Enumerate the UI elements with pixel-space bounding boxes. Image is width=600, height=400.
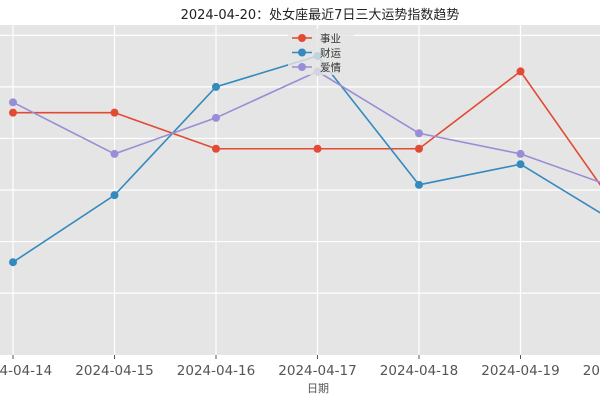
- data-point: [9, 98, 17, 107]
- x-tick-label: 2024-04-20: [583, 363, 600, 379]
- data-point: [110, 191, 119, 200]
- data-point: [415, 144, 423, 153]
- x-tick-label: 2024-04-16: [177, 363, 255, 379]
- x-tick-label: 2024-04-18: [380, 363, 458, 379]
- legend-label: 爱情: [320, 61, 341, 74]
- data-point: [110, 149, 119, 158]
- data-point: [415, 129, 423, 138]
- legend-marker: [298, 34, 306, 42]
- data-point: [212, 144, 220, 153]
- legend-label: 事业: [320, 32, 341, 45]
- legend-marker: [298, 48, 306, 57]
- data-point: [9, 108, 17, 117]
- data-point: [516, 67, 525, 76]
- data-point: [212, 82, 220, 91]
- data-point: [516, 160, 525, 169]
- x-tick-label: 2024-04-17: [278, 363, 356, 379]
- chart-title: 2024-04-20：处女座最近7日三大运势指数趋势: [180, 8, 460, 23]
- x-tick-label: 2024-04-14: [0, 363, 52, 379]
- x-axis-label: 日期: [307, 382, 329, 395]
- data-point: [110, 108, 119, 117]
- data-point: [415, 180, 423, 189]
- legend-marker: [298, 63, 306, 71]
- x-tick-label: 2024-04-15: [75, 363, 153, 379]
- x-tick-label: 2024-04-19: [481, 363, 559, 379]
- data-point: [212, 113, 220, 122]
- legend-label: 财运: [320, 47, 341, 60]
- data-point: [516, 149, 525, 158]
- series-事业: [9, 67, 600, 186]
- data-point: [313, 144, 322, 153]
- data-point: [9, 258, 17, 267]
